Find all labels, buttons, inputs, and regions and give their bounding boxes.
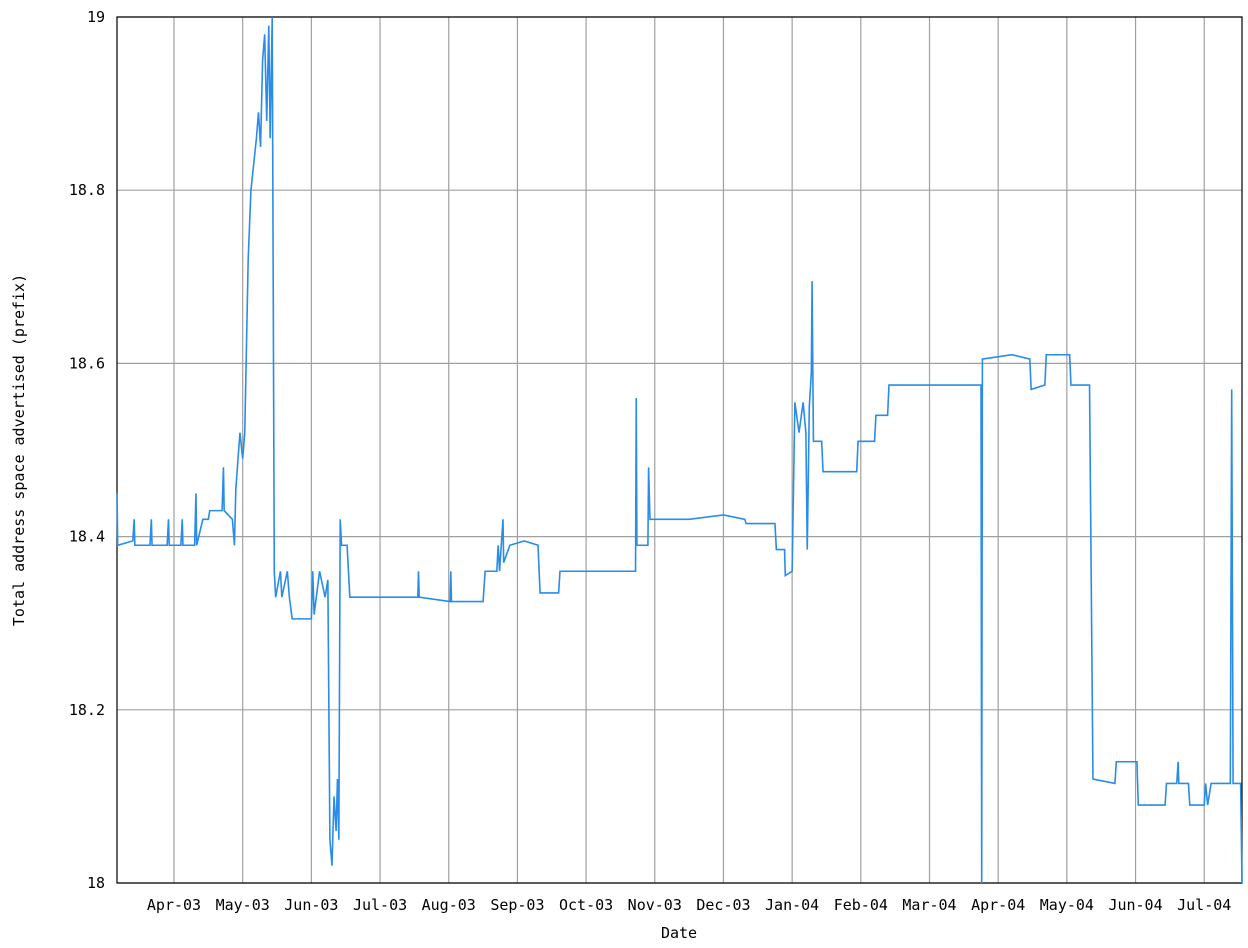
x-tick-label: May-04 [1040, 896, 1094, 914]
x-tick-label: Sep-03 [490, 896, 544, 914]
x-tick-label: Jan-04 [765, 896, 819, 914]
x-tick-label: Jun-04 [1108, 896, 1162, 914]
x-tick-label: Aug-03 [422, 896, 476, 914]
x-tick-label: Nov-03 [628, 896, 682, 914]
y-tick-label: 18 [87, 874, 105, 892]
data-line [116, 16, 1243, 884]
y-tick-label: 18.2 [69, 701, 105, 719]
y-axis-label: Total address space advertised (prefix) [10, 274, 28, 626]
y-tick-label: 18.4 [69, 528, 105, 546]
y-tick-label: 18.8 [69, 181, 105, 199]
x-tick-label: Mar-04 [902, 896, 956, 914]
y-tick-label: 18.6 [69, 354, 105, 372]
plot-frame [116, 16, 1243, 884]
x-tick-label: Jun-03 [284, 896, 338, 914]
y-tick-label: 19 [87, 8, 105, 26]
x-tick-label: Jul-03 [353, 896, 407, 914]
x-tick-label: May-03 [216, 896, 270, 914]
x-tick-label: Oct-03 [559, 896, 613, 914]
x-tick-label: Feb-04 [834, 896, 888, 914]
x-tick-label: Jul-04 [1177, 896, 1231, 914]
x-tick-label: Dec-03 [696, 896, 750, 914]
x-tick-label: Apr-04 [971, 896, 1025, 914]
x-axis-label: Date [661, 924, 697, 942]
x-tick-label: Apr-03 [147, 896, 201, 914]
